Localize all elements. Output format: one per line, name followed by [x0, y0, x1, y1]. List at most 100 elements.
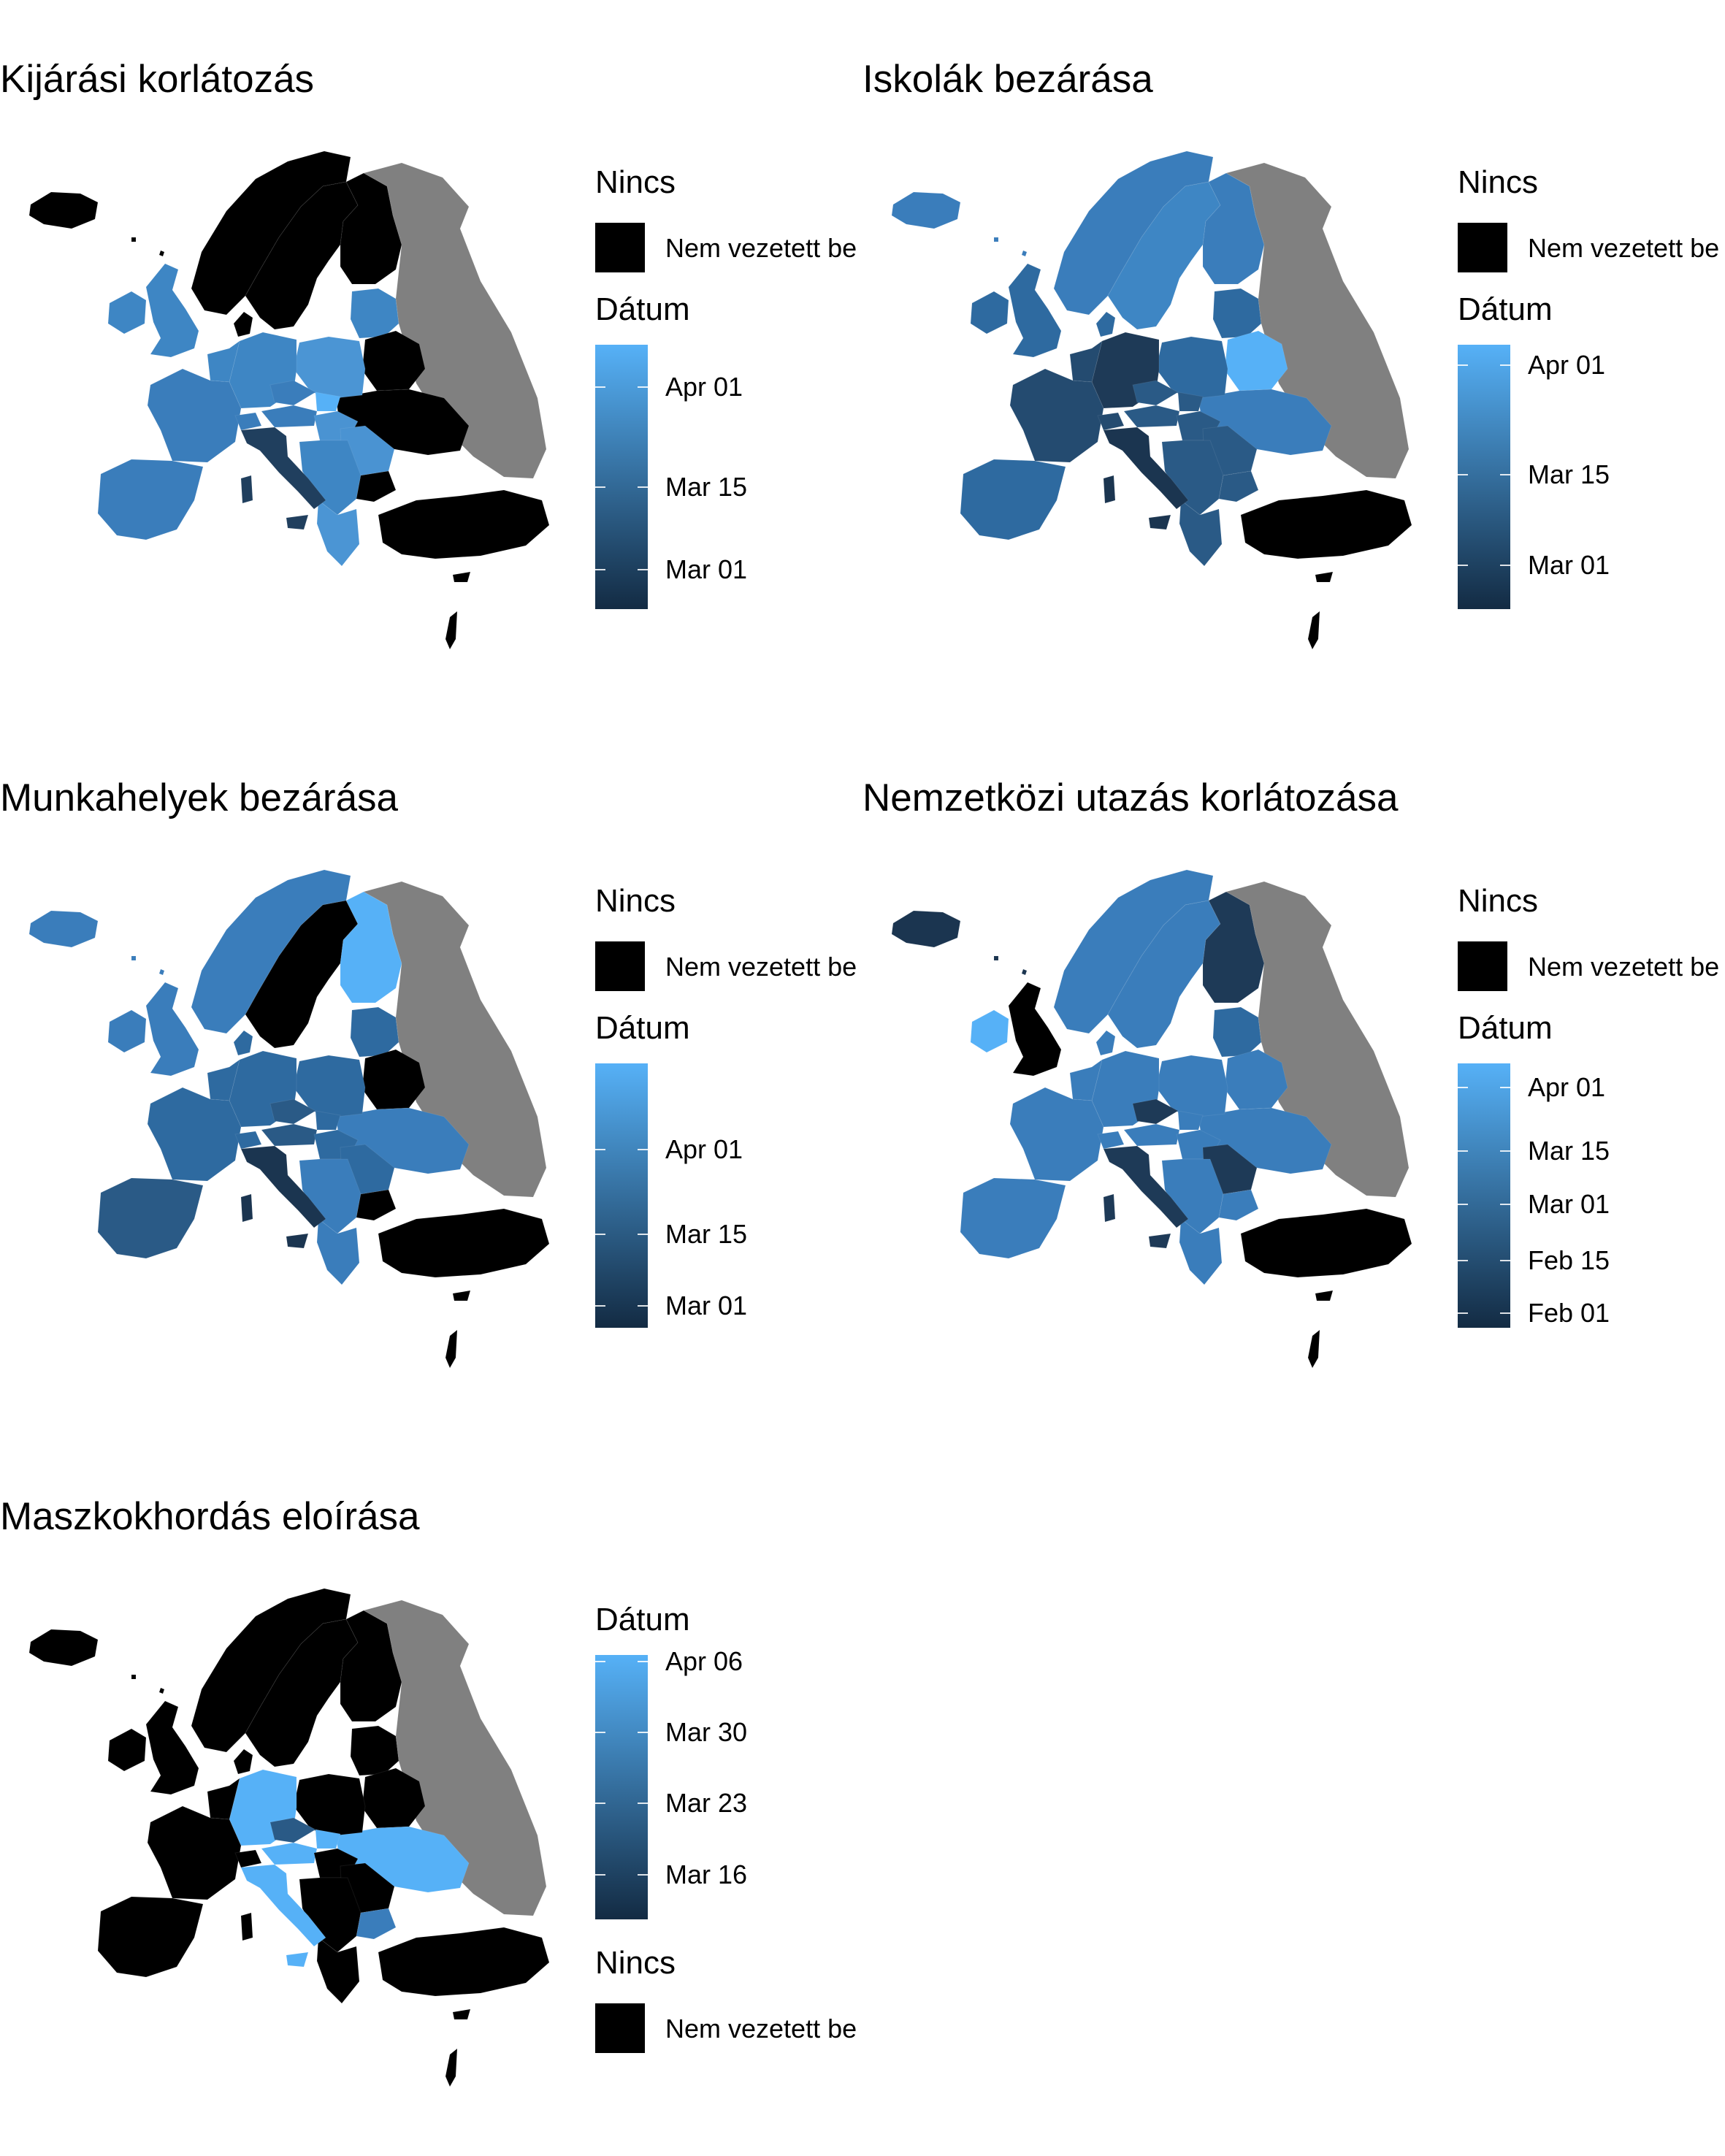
legend-not-introduced-label: Nem vezetett be	[1528, 952, 1720, 982]
region-switzerland	[234, 1131, 262, 1150]
region-specks	[993, 237, 1028, 257]
panel-title: Kijárási korlátozás	[0, 58, 315, 101]
legend-break: Mar 15	[665, 472, 748, 502]
region-poland	[293, 1055, 366, 1117]
region-specks	[131, 955, 165, 976]
legend-not-introduced-key	[1458, 941, 1507, 991]
region-ireland	[107, 291, 147, 335]
region-belarus	[362, 1049, 426, 1110]
region-iberia	[97, 459, 204, 540]
legend-nincs-title: Nincs	[595, 1945, 676, 1981]
legend-nincs-title: Nincs	[595, 164, 676, 200]
region-slovakia	[315, 1829, 341, 1849]
region-britain	[1008, 982, 1062, 1077]
region-iberia	[960, 459, 1066, 540]
region-balkans	[1161, 1158, 1224, 1234]
region-italy	[1103, 427, 1189, 510]
region-cyprus	[1315, 571, 1334, 583]
region-benelux	[1069, 340, 1103, 383]
legend-color-bar	[595, 345, 648, 609]
region-cyprus	[452, 571, 471, 583]
region-balkans	[299, 440, 362, 516]
region-slovakia	[1177, 391, 1204, 412]
region-sicily	[1148, 514, 1171, 530]
legend-not-introduced-label: Nem vezetett be	[665, 952, 857, 982]
europe-map	[28, 869, 550, 1369]
region-slovakia	[1177, 1110, 1204, 1131]
region-france	[147, 1805, 242, 1900]
europe-map	[28, 1588, 550, 2088]
region-poland	[1155, 336, 1228, 399]
region-turkey	[1240, 489, 1412, 559]
region-baltics	[1212, 1006, 1262, 1058]
legend-not-introduced-key	[1458, 223, 1507, 272]
region-baltics	[350, 1006, 399, 1058]
region-ireland	[107, 1009, 147, 1053]
legend-not-introduced-label: Nem vezetett be	[665, 2014, 857, 2044]
region-britain	[145, 982, 199, 1077]
region-ireland	[970, 1009, 1009, 1053]
legend-not-introduced-key	[595, 941, 645, 991]
region-sicily	[1148, 1233, 1171, 1249]
region-switzerland	[234, 1849, 262, 1868]
legend-break: Feb 01	[1528, 1298, 1610, 1328]
region-greece	[1179, 1218, 1223, 1285]
region-france	[1009, 368, 1104, 463]
region-specks	[131, 1674, 165, 1694]
legend-break: Feb 15	[1528, 1245, 1610, 1275]
europe-map	[28, 150, 550, 651]
legend-break: Mar 16	[665, 1859, 748, 1889]
legend-break: Mar 01	[1528, 1189, 1610, 1219]
legend-not-introduced-key	[595, 2003, 645, 2053]
legend-not-introduced-label: Nem vezetett be	[1528, 233, 1720, 263]
region-balkans	[299, 1158, 362, 1234]
region-poland	[293, 336, 366, 399]
region-poland	[293, 1773, 366, 1836]
legend-break: Mar 30	[665, 1717, 748, 1747]
legend-break: Apr 01	[665, 1134, 743, 1164]
region-denmark	[233, 1030, 253, 1056]
region-sicily	[286, 1233, 309, 1249]
legend: Nincs Nem vezetett be Dátum Apr 01 Mar 1…	[595, 883, 858, 1350]
legend-break: Mar 01	[1528, 550, 1610, 580]
region-russia	[362, 162, 547, 479]
legend-not-introduced-key	[595, 223, 645, 272]
region-bulgaria	[1218, 470, 1259, 502]
legend-not-introduced-label: Nem vezetett be	[665, 233, 857, 263]
europe-map	[891, 869, 1412, 1369]
region-turkey	[378, 489, 550, 559]
region-denmark	[233, 311, 253, 337]
region-sicily	[286, 1952, 309, 1968]
region-turkey	[378, 1208, 550, 1278]
region-iberia	[97, 1896, 204, 1978]
region-turkey	[378, 1927, 550, 1997]
region-switzerland	[1097, 1131, 1125, 1150]
region-ireland	[107, 1728, 147, 1772]
region-britain	[145, 263, 199, 358]
legend-break: Mar 01	[665, 1291, 748, 1320]
region-greece	[316, 500, 360, 567]
region-sardinia	[1103, 475, 1116, 504]
region-czech	[269, 380, 317, 406]
region-russia	[1225, 162, 1410, 479]
legend-break: Mar 01	[665, 554, 748, 584]
panel-iskolak: Iskolák bezárása Nincs Nem vezetett be D…	[862, 0, 1725, 719]
legend-nincs-title: Nincs	[1458, 164, 1539, 200]
region-israel	[445, 1329, 458, 1369]
region-czech	[1132, 380, 1179, 406]
legend-datum-title: Dátum	[1458, 291, 1553, 327]
region-specks	[131, 237, 165, 257]
legend-datum-title: Dátum	[1458, 1010, 1553, 1046]
legend-color-bar	[595, 1063, 648, 1328]
region-austria	[1123, 405, 1180, 428]
region-denmark	[233, 1748, 253, 1775]
region-russia	[362, 1599, 547, 1916]
legend-break: Apr 01	[1528, 350, 1606, 380]
region-czech	[1132, 1098, 1179, 1125]
legend-nincs-title: Nincs	[595, 883, 676, 919]
region-israel	[445, 2047, 458, 2088]
region-italy	[240, 1145, 326, 1228]
panel-title: Nemzetközi utazás korlátozása	[862, 776, 1399, 819]
region-switzerland	[1097, 412, 1125, 431]
legend-color-bar	[1458, 345, 1510, 609]
